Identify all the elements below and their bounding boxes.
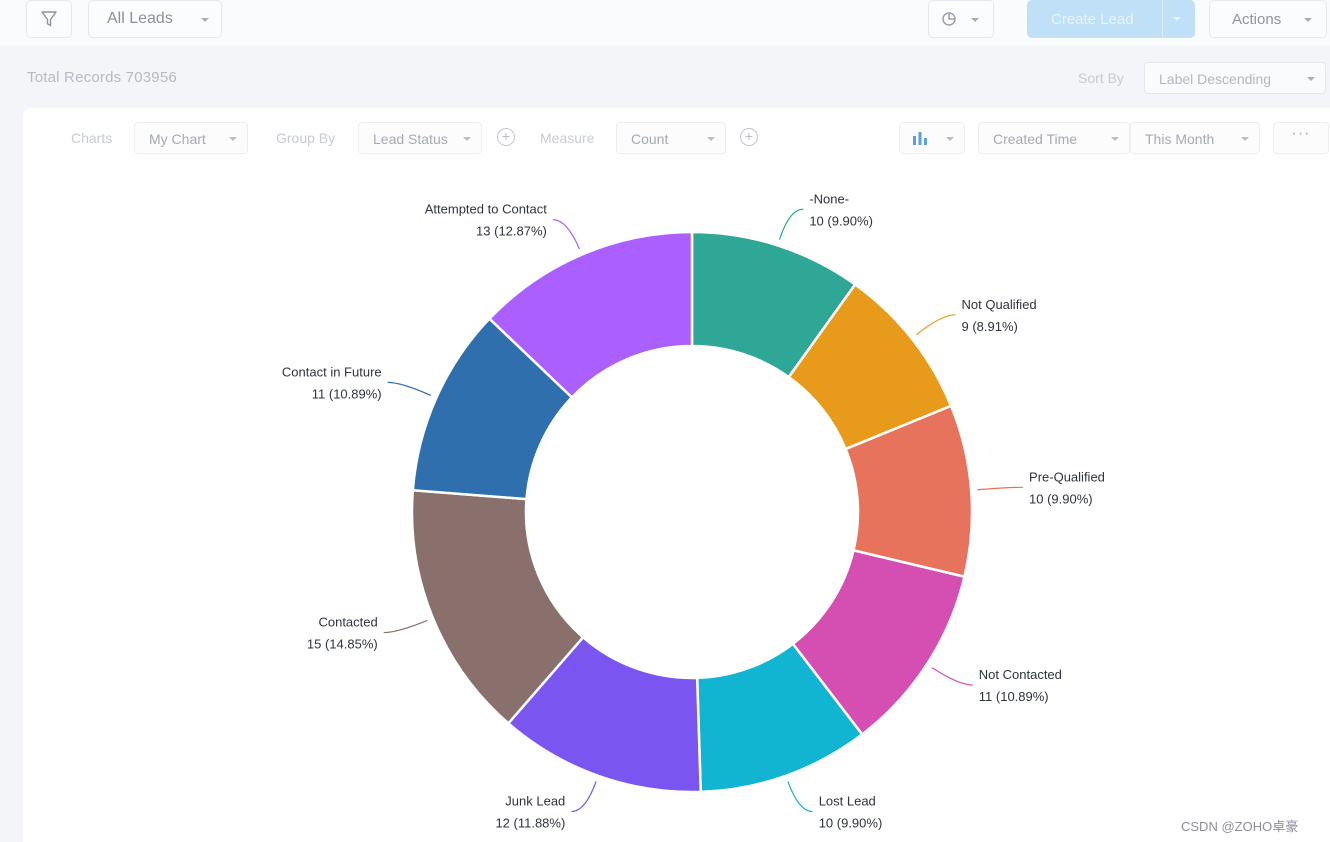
date-range-value: This Month [1145,131,1215,147]
leader-line [977,486,1024,491]
chart-select-value: My Chart [149,131,206,147]
slice-label: Junk Lead [505,794,565,809]
date-field-select[interactable]: Created Time [978,122,1130,154]
measure-select[interactable]: Count [616,122,726,154]
slice-label: Not Qualified [962,297,1037,312]
chevron-down-icon [201,18,209,22]
pie-chart-icon [942,12,956,26]
group-by-value: Lead Status [373,131,448,147]
leader-line [787,781,813,813]
chevron-down-icon [229,137,237,141]
view-select-label: All Leads [107,10,173,27]
records-bar: Total Records 703956 Sort By Label Desce… [0,52,1330,102]
leader-line [916,314,956,336]
sort-by-label: Sort By [1078,70,1124,86]
chevron-down-icon [707,137,715,141]
chevron-down-icon [463,137,471,141]
chevron-down-icon [971,18,979,22]
total-records: Total Records 703956 [27,69,177,86]
filter-icon [41,11,57,27]
measure-value: Count [631,131,669,147]
leader-line [552,219,581,250]
slice-value-label: 10 (9.90%) [809,213,873,228]
slice-value-label: 10 (9.90%) [819,816,883,831]
date-field-value: Created Time [993,131,1078,147]
create-lead-button[interactable]: Create Lead [1027,0,1195,38]
slice-label: Contact in Future [282,364,382,379]
chevron-down-icon [1304,18,1312,22]
measure-label: Measure [540,130,595,146]
charts-label: Charts [71,130,113,146]
chart-type-select[interactable] [899,122,965,154]
chart-toolbar: Charts My Chart Group By Lead Status + M… [23,108,1330,168]
leader-line [387,381,432,396]
slice-value-label: 13 (12.87%) [476,224,547,239]
sort-select-value: Label Descending [1159,71,1272,87]
more-options-button[interactable]: ··· [1273,122,1329,154]
slice-label: Not Contacted [979,667,1062,682]
slice-label: Pre-Qualified [1029,469,1105,484]
chevron-down-icon [1241,137,1249,141]
slice-value-label: 11 (10.89%) [312,386,382,401]
watermark: CSDN @ZOHO卓豪 [1181,819,1299,834]
bar-chart-icon [913,132,927,145]
slice-value-label: 12 (11.88%) [495,816,565,831]
leader-line [778,208,804,240]
chart-view-toggle[interactable] [928,0,994,38]
leader-line [571,781,597,813]
actions-button[interactable]: Actions [1209,0,1327,38]
chevron-down-icon [1307,77,1315,81]
slice-label: Lost Lead [819,794,876,809]
group-by-label: Group By [276,130,336,146]
slice-value-label: 9 (8.91%) [962,319,1018,334]
filter-button[interactable] [26,0,72,38]
button-divider [1162,0,1163,38]
date-range-select[interactable]: This Month [1130,122,1260,154]
chart-select[interactable]: My Chart [134,122,248,154]
slice-value-label: 15 (14.85%) [307,637,378,652]
slice-attempted-to-contact[interactable] [487,230,694,400]
chevron-down-icon [1111,137,1119,141]
leader-line [931,667,973,686]
create-lead-label: Create Lead [1051,10,1134,28]
chart-card: Charts My Chart Group By Lead Status + M… [23,108,1330,842]
top-toolbar: All Leads Create Lead Actions [0,0,1330,46]
chevron-down-icon[interactable] [1173,17,1181,21]
group-by-select[interactable]: Lead Status [358,122,482,154]
slice-value-label: 10 (9.90%) [1029,491,1093,506]
view-select[interactable]: All Leads [88,0,222,38]
leader-line [383,619,428,634]
slice-value-label: 11 (10.89%) [979,689,1049,704]
add-measure-icon[interactable]: + [740,128,758,146]
sort-select[interactable]: Label Descending [1144,62,1326,94]
donut-chart: -None- 10 (9.90%) Not Qualified 9 (8.91%) Pr… [282,191,1105,831]
slice-label: Attempted to Contact [425,202,548,217]
add-group-icon[interactable]: + [497,128,515,146]
slice-label: Contacted [318,615,377,630]
slice-label: -None- [809,191,849,206]
chevron-down-icon [946,137,954,141]
actions-label: Actions [1232,10,1282,28]
